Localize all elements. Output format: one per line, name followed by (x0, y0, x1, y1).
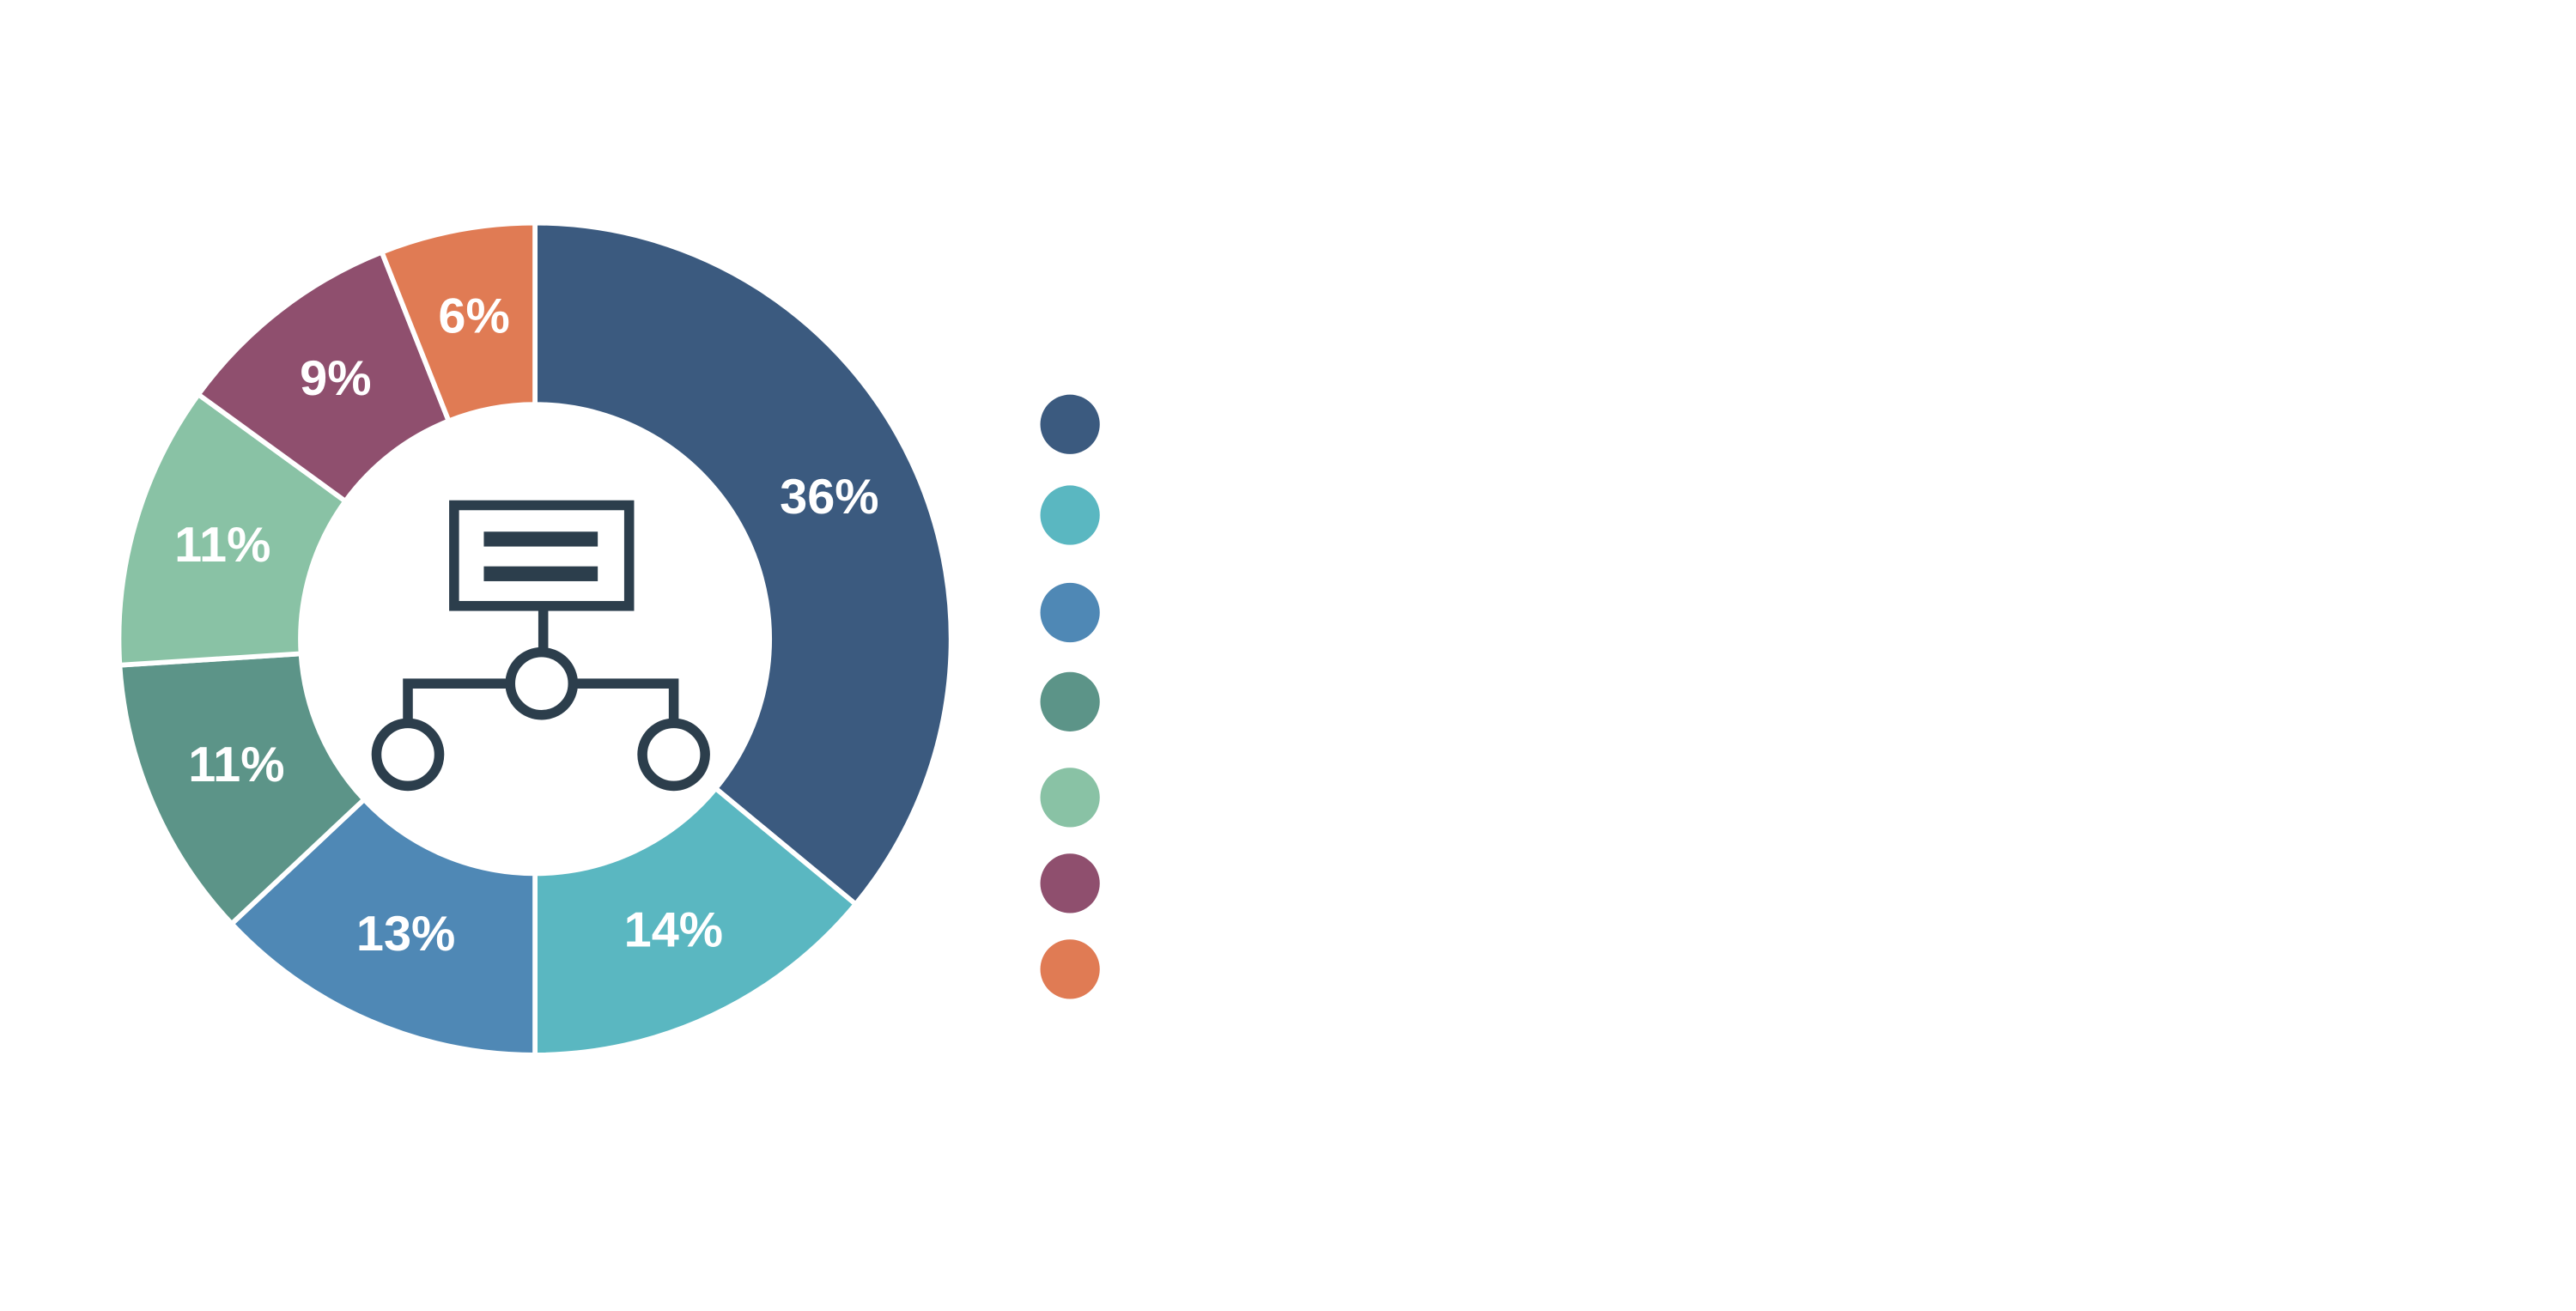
data-label: 13% (356, 907, 455, 962)
slice (532, 220, 954, 908)
slice (228, 796, 538, 1058)
donut (116, 220, 954, 1058)
slice (378, 220, 538, 425)
data-label: 9% (300, 351, 371, 406)
legend-marker (1040, 939, 1100, 999)
center-icon (371, 500, 710, 792)
data-label: 11% (188, 737, 284, 792)
data-label: 6% (438, 288, 509, 343)
legend-marker (1040, 394, 1100, 454)
data-label: 11% (174, 518, 270, 573)
legend-marker (1040, 671, 1100, 731)
data-label: 36% (780, 470, 878, 525)
legend-marker (1040, 853, 1100, 913)
data-label: 14% (624, 902, 723, 957)
slice (532, 785, 860, 1058)
legend-marker (1040, 582, 1100, 643)
slice (117, 651, 368, 928)
legend-marker (1040, 485, 1100, 545)
legend-marker (1040, 768, 1100, 828)
